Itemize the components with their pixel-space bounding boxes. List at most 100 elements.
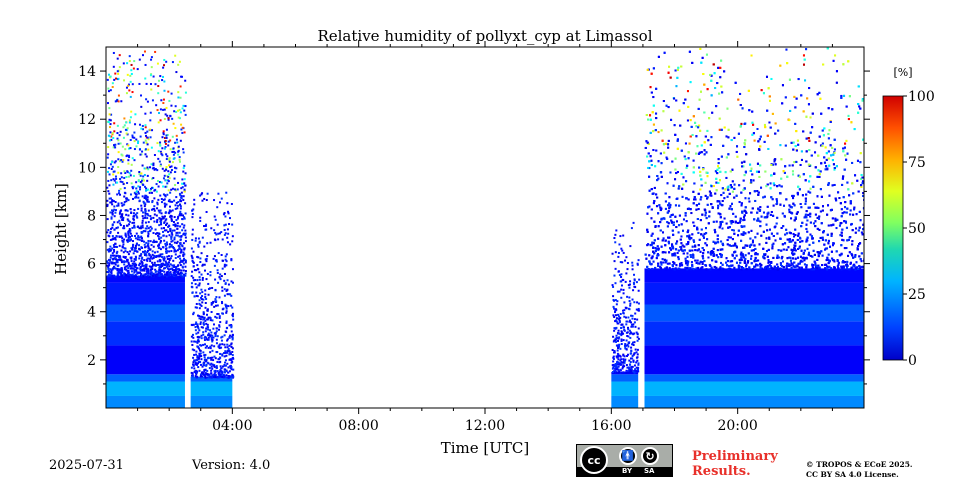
humidity-pixel — [207, 357, 210, 360]
humidity-pixel — [142, 275, 145, 278]
humidity-pixel — [184, 172, 187, 175]
humidity-pixel — [202, 372, 205, 375]
humidity-pixel — [203, 225, 206, 228]
humidity-pixel — [633, 279, 636, 282]
humidity-pixel — [157, 247, 160, 250]
humidity-pixel — [124, 209, 127, 212]
humidity-pixel — [636, 262, 639, 265]
humidity-pixel — [611, 364, 614, 367]
humidity-pixel — [123, 260, 126, 263]
humidity-pixel — [176, 217, 179, 220]
humidity-pixel — [163, 174, 166, 177]
humidity-pixel — [178, 158, 181, 161]
humidity-pixel — [165, 153, 168, 156]
humidity-pixel — [118, 54, 121, 57]
humidity-pixel — [225, 310, 228, 313]
humidity-pixel — [205, 260, 208, 263]
humidity-pixel — [230, 366, 233, 369]
humidity-pixel — [127, 144, 130, 147]
humidity-pixel — [113, 250, 116, 253]
humidity-pixel — [125, 265, 128, 268]
humidity-pixel — [224, 303, 227, 306]
humidity-pixel — [624, 343, 627, 346]
humidity-pixel — [172, 223, 175, 226]
humidity-pixel — [215, 342, 218, 345]
humidity-pixel — [150, 227, 153, 230]
humidity-pixel — [159, 260, 162, 263]
humidity-pixel — [230, 258, 233, 261]
humidity-pixel — [142, 175, 145, 178]
humidity-pixel — [619, 312, 622, 315]
humidity-pixel — [146, 130, 149, 133]
humidity-pixel — [635, 366, 638, 369]
humidity-pixel — [167, 225, 170, 228]
humidity-pixel — [184, 261, 187, 264]
humidity-pixel — [221, 371, 224, 374]
humidity-pixel — [178, 212, 181, 215]
humidity-pixel — [628, 359, 631, 362]
humidity-pixel — [223, 279, 226, 282]
humidity-pixel — [144, 153, 147, 156]
humidity-pixel — [218, 325, 221, 328]
humidity-pixel — [130, 247, 133, 250]
humidity-pixel — [613, 327, 616, 330]
humidity-pixel — [123, 263, 126, 266]
humidity-pixel — [176, 240, 179, 243]
humidity-pixel — [147, 138, 150, 141]
humidity-pixel — [121, 271, 124, 274]
humidity-pixel — [135, 263, 138, 266]
humidity-pixel — [157, 157, 160, 160]
humidity-pixel — [127, 84, 130, 87]
humidity-pixel — [231, 334, 234, 337]
humidity-pixel — [225, 369, 228, 372]
humidity-pixel — [111, 268, 114, 271]
humidity-pixel — [633, 273, 636, 276]
humidity-pixel — [224, 359, 227, 362]
humidity-pixel — [179, 96, 182, 99]
humidity-pixel — [141, 178, 144, 181]
humidity-pixel — [112, 200, 115, 203]
humidity-pixel — [124, 172, 127, 175]
humidity-pixel — [173, 229, 176, 232]
humidity-pixel — [202, 313, 205, 316]
humidity-pixel — [231, 337, 234, 340]
humidity-pixel — [626, 353, 629, 356]
humidity-pixel — [140, 207, 143, 210]
humidity-pixel — [617, 313, 620, 316]
humidity-pixel — [138, 254, 141, 257]
humidity-pixel — [182, 151, 185, 154]
humidity-pixel — [141, 224, 144, 227]
humidity-pixel — [226, 288, 229, 291]
humidity-pixel — [171, 209, 174, 212]
humidity-pixel — [195, 350, 198, 353]
humidity-pixel — [140, 273, 143, 276]
humidity-pixel — [211, 367, 214, 370]
humidity-pixel — [633, 282, 636, 285]
humidity-pixel — [156, 201, 159, 204]
humidity-pixel — [204, 293, 207, 296]
humidity-pixel — [156, 203, 159, 206]
humidity-pixel — [214, 335, 217, 338]
humidity-pixel — [134, 237, 137, 240]
humidity-pixel — [618, 345, 621, 348]
humidity-pixel — [637, 302, 640, 305]
humidity-pixel — [221, 372, 224, 375]
humidity-pixel — [200, 334, 203, 337]
humidity-pixel — [194, 239, 197, 242]
humidity-pixel — [134, 113, 137, 116]
humidity-pixel — [106, 231, 109, 234]
humidity-pixel — [128, 156, 131, 159]
humidity-pixel — [145, 194, 148, 197]
humidity-pixel — [119, 271, 122, 274]
humidity-pixel — [139, 153, 142, 156]
humidity-pixel — [147, 227, 150, 230]
humidity-pixel — [156, 207, 159, 210]
humidity-pixel — [180, 123, 183, 126]
humidity-pixel — [132, 218, 135, 221]
humidity-pixel — [210, 358, 213, 361]
humidity-pixel — [200, 252, 203, 255]
humidity-pixel — [121, 274, 124, 277]
humidity-pixel — [173, 238, 176, 241]
humidity-pixel — [143, 269, 146, 272]
humidity-pixel — [162, 259, 165, 262]
